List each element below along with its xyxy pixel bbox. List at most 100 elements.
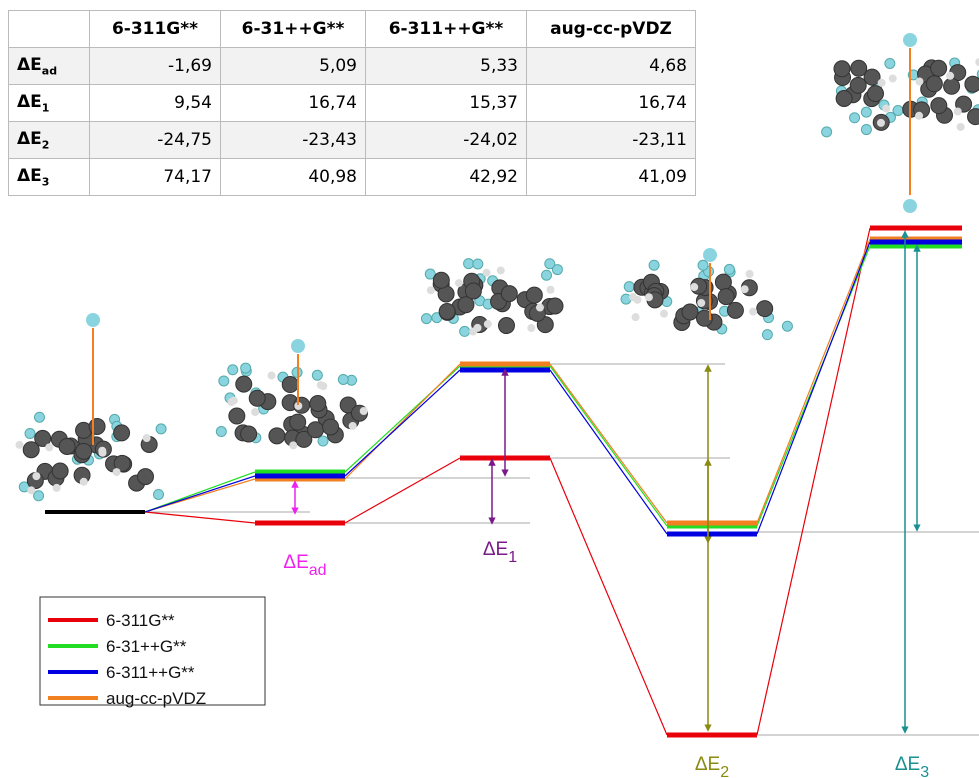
atom	[319, 382, 327, 390]
atom	[310, 395, 326, 411]
corner	[9, 11, 90, 48]
table-cell: 42,92	[366, 159, 527, 196]
atom	[241, 363, 251, 373]
atom	[682, 304, 698, 320]
atom	[501, 286, 517, 302]
atom	[954, 108, 962, 116]
atom	[915, 77, 923, 85]
row-label-sub: 3	[42, 175, 50, 188]
atom	[80, 478, 88, 486]
atom	[249, 390, 265, 406]
row-label-main: ΔE	[17, 92, 42, 112]
atom	[915, 112, 923, 120]
atom	[944, 78, 960, 94]
row-label-main: ΔE	[17, 166, 42, 186]
atom	[460, 326, 470, 336]
atom	[850, 77, 866, 93]
atom	[861, 107, 871, 117]
table-cell: 5,33	[366, 48, 527, 85]
row-label-sub: 1	[42, 101, 50, 114]
atom	[624, 282, 634, 292]
table-cell: 16,74	[527, 85, 696, 122]
atom	[291, 339, 305, 353]
atom	[268, 372, 276, 380]
atom	[16, 441, 24, 449]
atom	[718, 289, 734, 305]
atom	[741, 285, 749, 293]
atom	[545, 259, 555, 269]
atom	[23, 442, 39, 458]
atom	[746, 270, 754, 278]
delta-label-sub: ad	[309, 562, 327, 579]
atom	[483, 269, 491, 277]
table-row: ΔE19,5416,7415,3716,74	[9, 85, 696, 122]
atom	[727, 302, 743, 318]
atom	[312, 370, 322, 380]
atom	[439, 303, 455, 319]
atom	[926, 76, 942, 92]
connector	[345, 458, 460, 523]
atom	[114, 425, 130, 441]
atom	[137, 469, 153, 485]
legend-label: 6-311++G**	[106, 663, 195, 682]
legend-label: aug-cc-pVDZ	[106, 689, 206, 708]
column-header: 6-311++G**	[366, 11, 527, 48]
figure: ΔEadΔE1ΔE2ΔE36-311G**6-31++G**6-311++G**…	[0, 0, 979, 778]
atom	[867, 86, 883, 102]
atom	[360, 407, 368, 415]
atom	[219, 376, 229, 386]
row-label: ΔE3	[9, 159, 90, 196]
atom	[822, 127, 832, 137]
atom	[59, 438, 75, 454]
table-cell: -23,43	[221, 122, 366, 159]
table-cell: -1,69	[90, 48, 221, 85]
row-label: ΔEad	[9, 48, 90, 85]
atom	[861, 125, 871, 135]
atom	[632, 313, 640, 321]
atom	[34, 491, 44, 501]
atom	[323, 419, 339, 435]
atom	[931, 60, 947, 76]
atom	[289, 441, 297, 449]
atom	[526, 287, 542, 303]
atom	[649, 260, 659, 270]
row-label-main: ΔE	[17, 55, 42, 75]
connector	[550, 366, 667, 526]
atom	[698, 260, 708, 270]
atom	[903, 199, 917, 213]
atom	[877, 119, 885, 127]
atom	[633, 296, 641, 304]
atom	[421, 314, 431, 324]
atom	[76, 443, 92, 459]
legend-label: 6-311G**	[106, 611, 175, 630]
atom	[433, 272, 449, 288]
atom	[762, 330, 772, 340]
delta-label-main: ΔE	[895, 754, 920, 775]
atom	[241, 426, 257, 442]
atom	[86, 313, 100, 327]
atom	[154, 489, 164, 499]
atom	[882, 104, 890, 112]
atom	[464, 259, 474, 269]
row-label: ΔE2	[9, 122, 90, 159]
atom	[547, 286, 555, 294]
atom	[757, 301, 773, 317]
atom	[32, 472, 40, 480]
table-cell: 41,09	[527, 159, 696, 196]
atom	[229, 408, 245, 424]
atom	[236, 376, 252, 392]
atom	[282, 377, 298, 393]
atom	[885, 58, 895, 68]
atom	[53, 484, 61, 492]
row-label-main: ΔE	[17, 129, 42, 149]
legend-label: 6-31++G**	[106, 637, 187, 656]
atom	[660, 310, 668, 318]
atom	[724, 264, 734, 274]
atom	[27, 486, 35, 494]
table-cell: 9,54	[90, 85, 221, 122]
connector	[550, 370, 667, 534]
atom	[703, 248, 717, 262]
delta-label-main: ΔE	[695, 754, 720, 775]
delta-label-sub: 1	[508, 549, 517, 566]
